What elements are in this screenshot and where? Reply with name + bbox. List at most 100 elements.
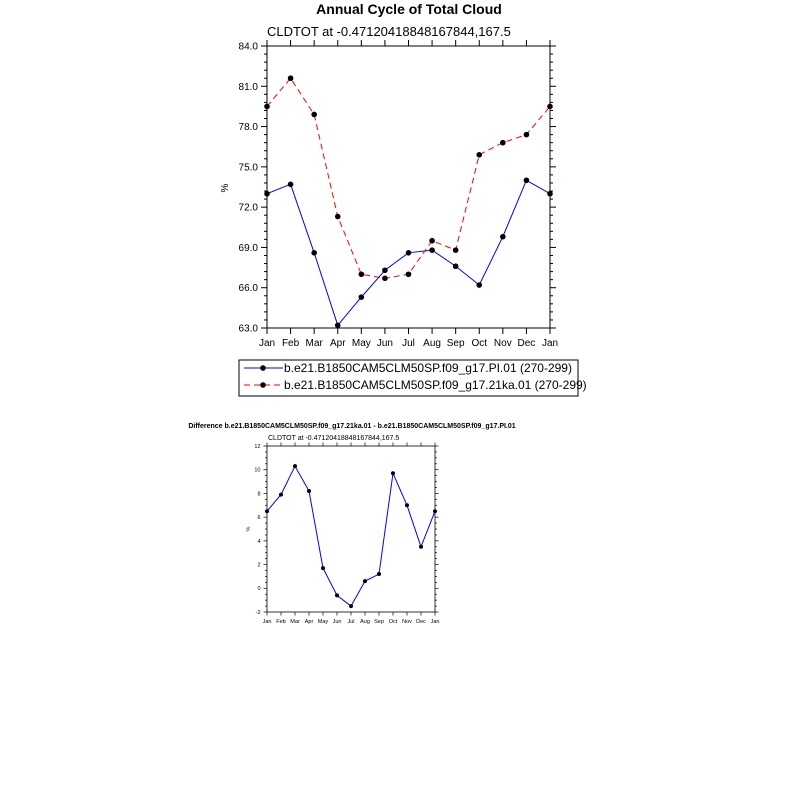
- x-tick-label: Feb: [282, 338, 300, 349]
- y-tick-label: 84.0: [239, 42, 259, 53]
- data-point: [500, 233, 506, 240]
- legend-marker-pi: [260, 365, 266, 371]
- series-group: [264, 75, 553, 329]
- x-tick-label: Aug: [360, 619, 370, 625]
- data-point: [307, 489, 311, 494]
- annual-cycle-chart: Annual Cycle of Total Cloud CLDTOT at -0…: [220, 1, 587, 397]
- y-axis-ticks: 63.0 66.0 69.0 72.0 75.0 78.0 81.0 84.0: [239, 42, 556, 335]
- data-point: [358, 271, 365, 278]
- data-point: [279, 492, 283, 497]
- x-tick-label: Dec: [416, 619, 426, 625]
- difference-chart-subtitle: CLDTOT at -0.47120418848167844,167.5: [268, 435, 399, 442]
- x-tick-label: Jun: [377, 338, 393, 349]
- series-line: [266, 465, 436, 607]
- x-tick-label: Jan: [431, 619, 440, 625]
- data-point: [363, 579, 367, 584]
- data-point: [349, 604, 353, 609]
- y-tick-label: 2: [257, 562, 260, 568]
- data-point: [311, 250, 317, 256]
- data-point: [452, 263, 459, 270]
- data-point: [523, 131, 530, 138]
- data-point: [265, 509, 269, 514]
- data-point: [382, 267, 388, 274]
- data-point: [335, 593, 339, 598]
- data-point: [264, 103, 270, 110]
- data-point: [377, 572, 381, 577]
- chart-title: Annual Cycle of Total Cloud: [316, 1, 502, 17]
- difference-chart-title: Difference b.e21.B1850CAM5CLM50SP.f09_g1…: [188, 423, 515, 430]
- x-tick-label: Oct: [389, 619, 398, 625]
- x-tick-label: Nov: [494, 338, 512, 349]
- difference-chart: Difference b.e21.B1850CAM5CLM50SP.f09_g1…: [188, 423, 515, 625]
- series-line: [266, 77, 551, 279]
- data-point: [500, 139, 506, 146]
- y-tick-label: 81.0: [239, 82, 259, 93]
- y-tick-label: 8: [257, 491, 260, 497]
- chart-subtitle: CLDTOT at -0.47120418848167844,167.5: [267, 24, 511, 39]
- x-tick-label: Dec: [518, 338, 536, 349]
- data-point: [264, 190, 270, 197]
- x-tick-label: May: [318, 619, 329, 625]
- x-tick-label: Mar: [306, 338, 324, 349]
- legend-label-21ka: b.e21.B1850CAM5CLM50SP.f09_g17.21ka.01 (…: [284, 378, 587, 392]
- difference-series-group: [265, 464, 437, 609]
- data-point: [311, 111, 317, 118]
- x-tick-label: Aug: [423, 338, 441, 349]
- x-axis-ticks: Jan Feb Mar Apr May Jun Jul Aug Sep Oct Nov Dec Jan: [259, 40, 558, 349]
- y-axis-label: %: [220, 183, 231, 192]
- data-point: [293, 464, 297, 469]
- y-tick-label: 6: [257, 515, 260, 521]
- data-point: [334, 322, 341, 329]
- legend-marker-21ka: [260, 382, 266, 388]
- data-point: [321, 566, 325, 571]
- y-tick-label: 72.0: [239, 203, 259, 214]
- x-tick-label: Jul: [347, 619, 354, 625]
- difference-y-axis-label: %: [246, 526, 252, 531]
- difference-y-axis-ticks: -2 0 2 4 6 8 10 12: [254, 444, 439, 616]
- x-tick-label: Sep: [447, 338, 465, 349]
- data-point: [429, 237, 435, 244]
- data-point: [429, 247, 435, 253]
- y-tick-label: 69.0: [239, 243, 259, 254]
- x-tick-label: Jan: [542, 338, 558, 349]
- y-tick-label: 4: [257, 539, 260, 545]
- y-tick-label: 63.0: [239, 324, 259, 335]
- data-point: [382, 275, 388, 282]
- x-tick-label: Apr: [305, 619, 314, 625]
- data-point: [476, 282, 483, 288]
- y-tick-label: -2: [256, 610, 261, 616]
- data-point: [287, 75, 294, 82]
- x-tick-label: Apr: [330, 338, 346, 349]
- legend: b.e21.B1850CAM5CLM50SP.f09_g17.PI.01 (27…: [238, 359, 587, 397]
- data-point: [452, 247, 459, 253]
- y-tick-label: 10: [254, 468, 260, 474]
- x-tick-label: Jan: [263, 619, 272, 625]
- x-tick-label: Jul: [402, 338, 415, 349]
- data-point: [405, 271, 412, 278]
- x-tick-label: May: [352, 338, 371, 349]
- data-point: [433, 509, 437, 514]
- x-tick-label: Oct: [471, 338, 487, 349]
- data-point: [419, 544, 423, 549]
- data-point: [405, 503, 409, 508]
- data-point: [523, 177, 530, 184]
- data-point: [476, 151, 483, 158]
- legend-box: [238, 359, 579, 397]
- x-tick-label: Feb: [276, 619, 285, 625]
- difference-x-axis-ticks: Jan Feb Mar Apr May Jun Jul Aug Sep Oct Nov Dec Jan: [263, 442, 440, 625]
- legend-label-pi: b.e21.B1850CAM5CLM50SP.f09_g17.PI.01 (27…: [284, 361, 572, 375]
- data-point: [547, 103, 553, 110]
- y-tick-label: 78.0: [239, 122, 259, 133]
- data-point: [287, 181, 294, 188]
- data-point: [391, 471, 395, 476]
- data-point: [358, 294, 365, 300]
- y-tick-label: 12: [254, 444, 260, 450]
- data-point: [405, 250, 412, 256]
- x-tick-label: Jun: [333, 619, 342, 625]
- x-tick-label: Nov: [402, 619, 412, 625]
- x-tick-label: Mar: [290, 619, 300, 625]
- y-tick-label: 0: [257, 586, 260, 592]
- x-tick-label: Sep: [374, 619, 384, 625]
- x-tick-label: Jan: [259, 338, 275, 349]
